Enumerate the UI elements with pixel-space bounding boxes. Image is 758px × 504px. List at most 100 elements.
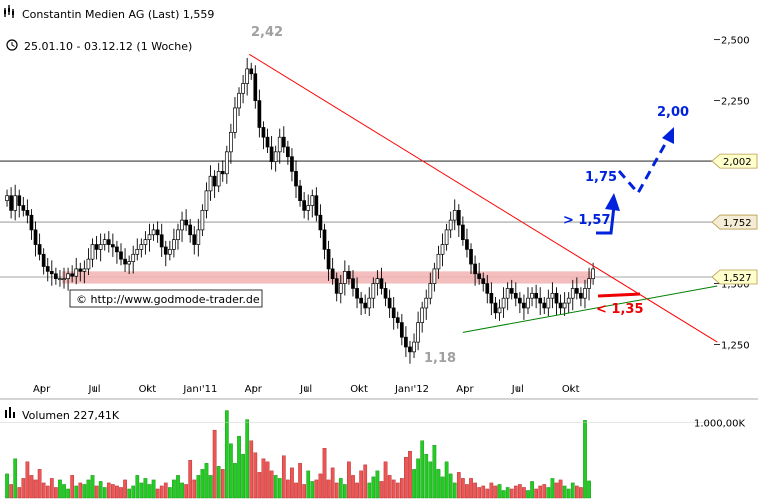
level-tag-label: 2,002	[723, 157, 752, 168]
candle	[322, 223, 327, 260]
volume-bar	[17, 487, 22, 499]
candle-body-up	[436, 253, 441, 270]
volume-bar	[25, 461, 30, 499]
candle-body-down	[318, 214, 323, 231]
candle-body-down	[269, 146, 274, 162]
volume-bar	[550, 478, 555, 499]
level-tag	[711, 269, 758, 285]
candle-body-down	[522, 302, 526, 309]
forecast-arrowhead-1	[605, 193, 620, 211]
candle	[448, 211, 453, 238]
candle-body-up	[587, 278, 591, 289]
candle-body-up	[562, 302, 567, 309]
volume-bar	[379, 481, 384, 499]
candle-body-down	[294, 171, 298, 187]
candle-body-up	[62, 278, 66, 281]
volume-bar	[33, 479, 38, 499]
volume-bar	[54, 487, 58, 499]
candle	[111, 233, 115, 257]
candle-body-down	[70, 273, 75, 277]
candle-body-up	[237, 92, 241, 109]
candle-body-down	[25, 210, 30, 216]
candle-body-up	[233, 107, 237, 133]
candle	[17, 189, 22, 218]
candle-body-up	[591, 268, 595, 280]
candle-body-up	[566, 297, 571, 304]
volume-bar	[534, 488, 538, 499]
candle-body-down	[314, 195, 319, 216]
candle-body-up	[176, 229, 180, 240]
candle	[420, 301, 425, 333]
volume-bar	[229, 443, 233, 499]
candle-body-up	[172, 239, 176, 250]
x-tick-label: Jul	[88, 384, 101, 395]
volume-bar	[513, 485, 518, 499]
candle	[383, 282, 388, 307]
candle	[131, 245, 136, 274]
volume-bar	[538, 485, 543, 499]
candle	[13, 184, 18, 221]
candle-body-down	[111, 244, 115, 248]
volume-icon	[5, 407, 15, 418]
candle	[86, 248, 91, 276]
volume-bar	[452, 482, 457, 499]
candle	[465, 228, 469, 258]
volume-bar	[192, 479, 197, 499]
candle-body-up	[66, 273, 70, 280]
volume-bar	[249, 440, 254, 499]
candle	[473, 255, 477, 286]
candle	[273, 145, 278, 172]
candle-body-down	[265, 136, 270, 148]
candle-body-up	[367, 297, 372, 309]
x-tick-label: Okt	[350, 384, 368, 395]
candle-body-up	[428, 283, 433, 299]
volume-bar	[115, 485, 119, 499]
volume-bar	[233, 463, 237, 499]
volume-bar	[66, 488, 70, 499]
candle-body-up	[432, 268, 437, 284]
candle	[306, 194, 311, 221]
candle-body-down	[461, 224, 465, 240]
candle-body-up	[550, 292, 555, 299]
candle	[139, 238, 144, 258]
candle-body-down	[518, 297, 522, 304]
candle	[212, 170, 217, 198]
volume-bar	[208, 475, 213, 499]
volume-bar	[505, 487, 510, 499]
volume-bar	[106, 482, 111, 499]
candle	[395, 311, 400, 329]
volume-bar	[318, 473, 323, 499]
y-tick-label: 2,500	[721, 36, 750, 47]
candle-body-up	[127, 261, 131, 265]
candle	[326, 240, 331, 281]
candle	[74, 257, 79, 285]
volume-bar	[86, 479, 91, 499]
volume-bar	[172, 479, 176, 499]
candle	[452, 199, 457, 231]
volume-bar	[461, 478, 465, 499]
volume-bar	[408, 451, 412, 499]
x-tick-label: Apr	[245, 384, 263, 395]
candle-body-down	[489, 292, 494, 304]
candle-body-down	[45, 266, 50, 272]
candle-body-down	[395, 317, 400, 323]
volume-bar	[13, 458, 18, 499]
volume-bar	[359, 470, 363, 499]
volume-bar	[98, 481, 103, 499]
volume-bar	[497, 484, 502, 499]
candle	[290, 148, 294, 182]
volume-bar	[188, 460, 193, 499]
candle-body-down	[355, 288, 359, 299]
volume-bar	[90, 475, 95, 499]
volume-bar	[436, 469, 441, 499]
volume-bar	[281, 455, 286, 499]
candle-body-up	[139, 244, 144, 250]
candle	[123, 248, 127, 273]
volume-bar	[493, 485, 498, 499]
volume-bar	[489, 482, 494, 499]
volume-bar	[424, 454, 429, 499]
candle	[518, 292, 522, 314]
volume-bar	[261, 458, 266, 499]
candle	[98, 233, 103, 262]
